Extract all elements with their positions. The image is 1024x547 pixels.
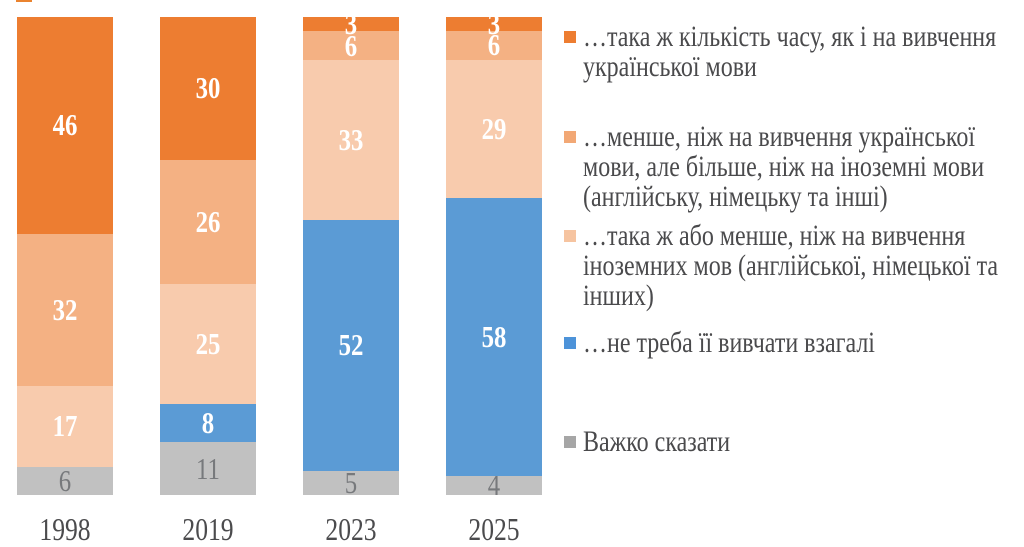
x-axis-category-label: 2025 — [468, 510, 520, 547]
bar-segment-value-label: 4 — [487, 467, 501, 503]
bar-segment — [17, 234, 113, 387]
legend-marker — [564, 130, 576, 143]
bar-segment-value-label: 11 — [196, 450, 220, 486]
bar-segment — [446, 59, 542, 199]
bar-segment — [17, 16, 113, 235]
bar-segment — [160, 160, 256, 285]
bar-segment — [160, 442, 256, 495]
bar-segment-value-label: 25 — [195, 326, 221, 362]
bar-segment — [446, 30, 542, 60]
bar-segment — [303, 16, 399, 31]
bar-segment-value-label: 8 — [201, 405, 215, 441]
bar-segment — [303, 60, 399, 220]
bar-segment — [160, 284, 256, 405]
bar-segment-value-label: 30 — [195, 70, 221, 106]
bar-segment — [303, 470, 399, 495]
legend-marker — [564, 31, 576, 43]
legend-marker — [564, 230, 576, 242]
bar-segment-value-label: 5 — [344, 464, 358, 500]
bar-segment-value-label: 58 — [481, 319, 507, 355]
cropped-edge-artifact — [16, 0, 32, 2]
legend-label: …менше, ніж на вивчення української мови… — [583, 119, 985, 213]
bar-segment — [446, 198, 542, 476]
legend-marker — [564, 337, 576, 349]
bar-segment — [160, 16, 256, 161]
bar-segment — [17, 386, 113, 467]
bar-segment-value-label: 32 — [52, 292, 78, 328]
bar-segment — [446, 16, 542, 31]
bar-segment-value-label: 52 — [338, 327, 364, 363]
bar-segment-value-label: 3 — [344, 5, 358, 41]
bar-segment-value-label: 26 — [195, 204, 221, 240]
bar-segment-value-label: 33 — [338, 121, 364, 157]
bar-segment-value-label: 6 — [487, 27, 501, 63]
bar-segment — [17, 466, 113, 495]
legend-label: …не треба її вивчати взагалі — [583, 326, 875, 359]
legend-label: Важко сказати — [583, 425, 731, 458]
bar-segment-value-label: 6 — [58, 462, 72, 498]
legend-label: …така ж або менше, ніж на вивчення інозе… — [583, 219, 999, 312]
bar-segment-value-label: 3 — [487, 5, 501, 41]
bar-segment — [446, 475, 542, 495]
legend-label: …така ж кількість часу, як і на вивчення… — [583, 20, 997, 83]
bar-segment-value-label: 6 — [344, 27, 358, 63]
bar-segment-value-label: 17 — [52, 408, 78, 444]
bar-segment-value-label: 46 — [52, 107, 78, 143]
bar-segment — [303, 219, 399, 471]
x-axis-category-label: 2019 — [182, 510, 234, 547]
bar-segment-value-label: 29 — [481, 110, 507, 146]
x-axis-category-label: 2023 — [325, 510, 377, 547]
legend-marker — [564, 436, 576, 448]
bar-segment — [160, 404, 256, 443]
x-axis-category-label: 1998 — [39, 510, 91, 547]
bar-segment — [303, 31, 399, 60]
